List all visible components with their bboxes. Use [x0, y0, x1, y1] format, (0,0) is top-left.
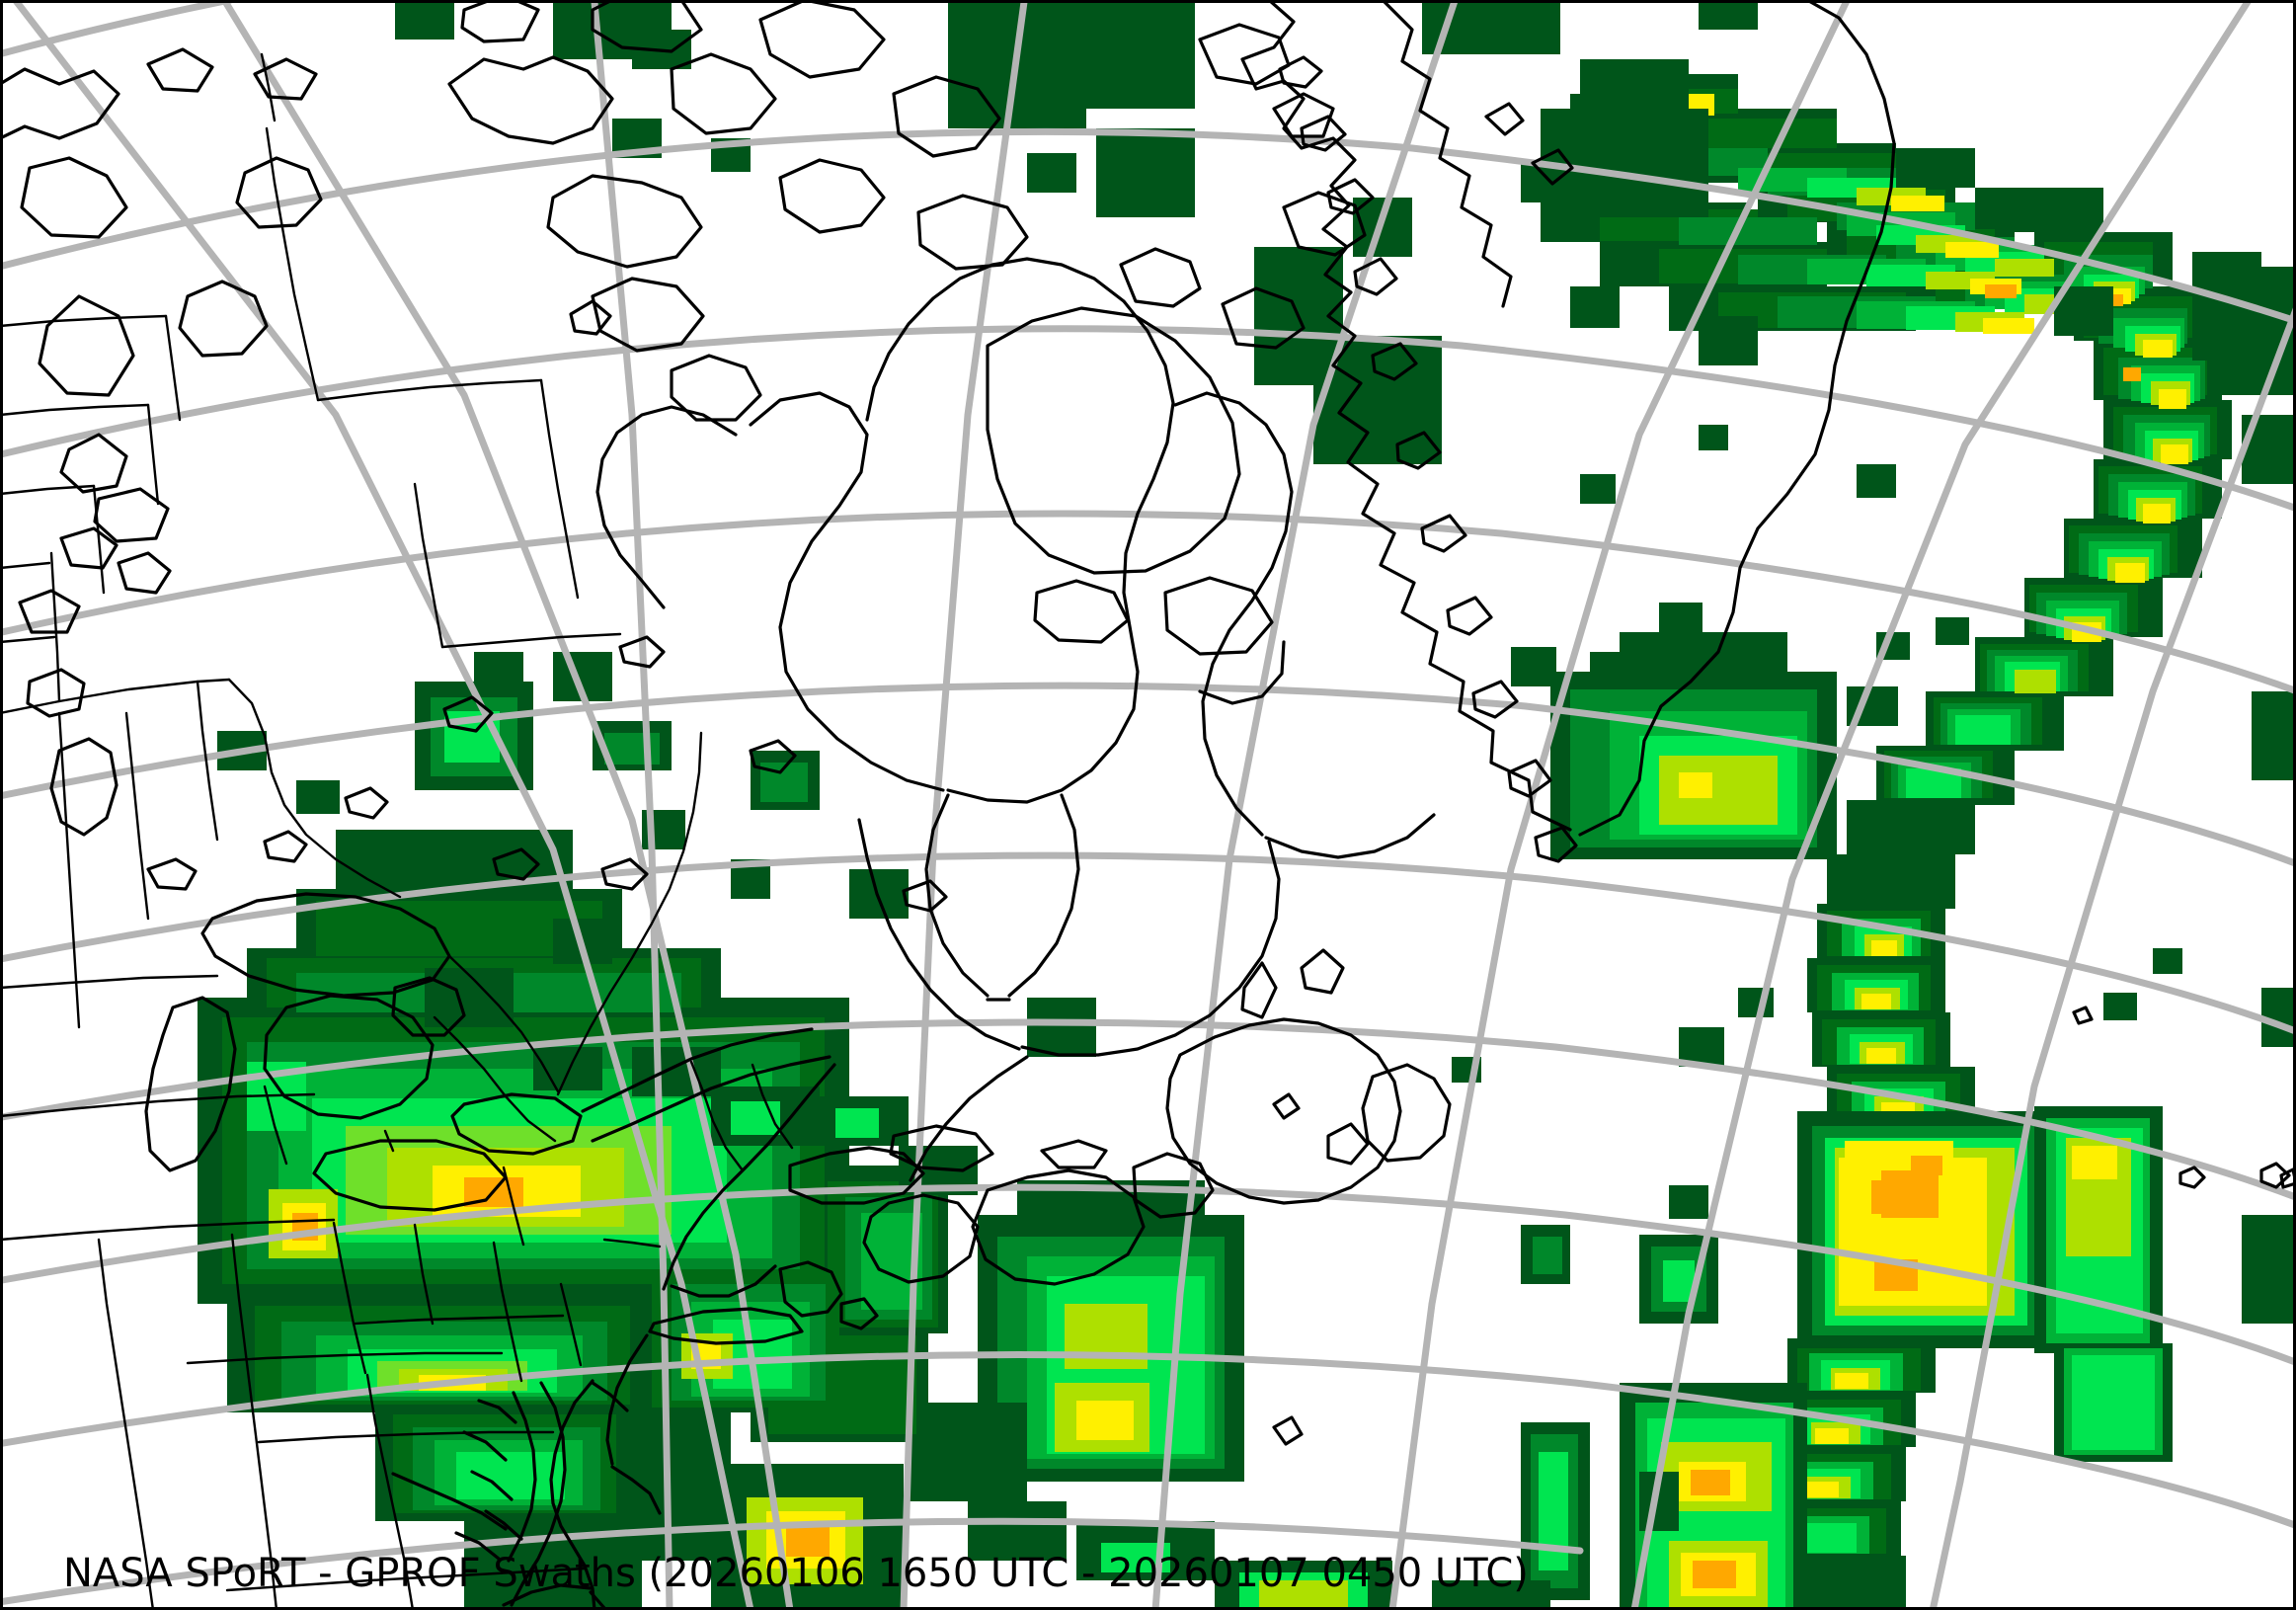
coastline-atlantic-islands	[2072, 1006, 2296, 1189]
graticule-parallel	[0, 510, 2296, 695]
graticule-meridian	[1630, 0, 2254, 1610]
figure-caption: NASA SPoRT - GPROF Swaths (20260106 1650…	[63, 1551, 1529, 1596]
swath-labrador-sea-cluster	[1511, 603, 1910, 859]
graticule-parallel	[0, 0, 248, 58]
political-borders	[0, 52, 794, 1610]
coastline-greenland	[1240, 0, 1896, 863]
graticule-parallel	[0, 1183, 2296, 1366]
graticule-meridian	[11, 0, 754, 1610]
coastline-newfoundland	[1165, 948, 1452, 1446]
graticule-meridian	[1388, 0, 1852, 1610]
graticule-meridian	[900, 0, 1028, 1610]
scattered-quebec-ontario-cells	[217, 652, 1096, 1057]
graticule-parallel	[0, 325, 2296, 513]
graticule-meridian	[591, 0, 673, 1610]
coastline-us-east-coast	[391, 1063, 879, 1610]
graticule-parallel	[0, 1018, 2296, 1201]
graticule-parallel	[0, 127, 2296, 325]
bottom-edge-cells	[1215, 1561, 1550, 1610]
graticule-parallel	[0, 1517, 1584, 1606]
coastline-newfoundland-east-peninsula	[1361, 1063, 1452, 1163]
coastline-hudson-bay	[178, 156, 1436, 1002]
graticule-parallel	[0, 1351, 2296, 1530]
coastline-arctic-archipelago	[0, 0, 1367, 656]
graticule-meridian	[220, 0, 794, 1610]
graticule-parallel	[0, 851, 2296, 1035]
graticule-parallel	[0, 682, 2296, 868]
swath-mid-atlantic-offshore	[1620, 1383, 1807, 1610]
coastline-quebec-labrador	[788, 818, 1281, 1286]
graticule-meridian	[1929, 299, 2296, 1610]
coastline-great-lakes	[26, 635, 948, 1212]
